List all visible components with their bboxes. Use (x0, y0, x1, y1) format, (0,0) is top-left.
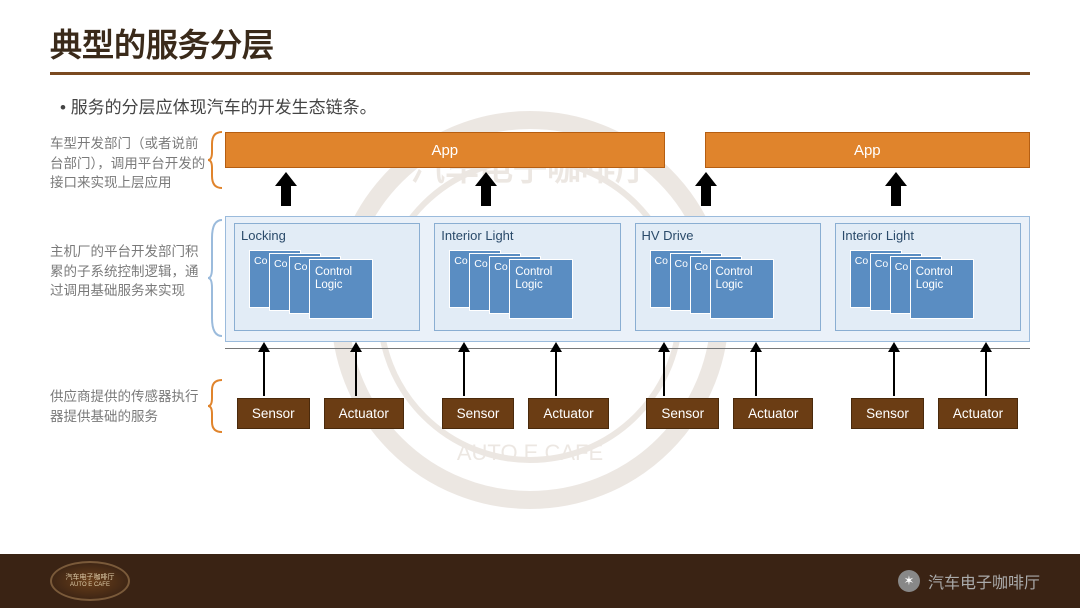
logic-stack: Co LCo LCo LControl Logic (850, 250, 990, 322)
arrow-up-thin-icon (985, 350, 987, 396)
sensor-actuator-group: Sensor Actuator (839, 398, 1030, 429)
slide-title: 典型的服务分层 (50, 20, 1030, 66)
module-title: HV Drive (636, 224, 820, 247)
app-row: App App (225, 132, 1030, 168)
arrow-up-thin-icon (263, 350, 265, 396)
sensor-box: Sensor (442, 398, 515, 429)
control-logic-front: Control Logic (910, 259, 974, 319)
module-title: Locking (235, 224, 419, 247)
label-mid: 主机厂的平台开发部门积累的子系统控制逻辑，通过调用基础服务来实现 (50, 242, 210, 301)
sensor-box: Sensor (237, 398, 310, 429)
module-2: HV Drive Co LCo LCo LControl Logic (635, 223, 821, 331)
arrow-up-icon (695, 172, 717, 206)
app-box-1: App (225, 132, 665, 168)
arrow-up-thin-icon (355, 350, 357, 396)
arrow-up-thin-icon (893, 350, 895, 396)
actuator-box: Actuator (733, 398, 813, 429)
diagram: App App Locking Co LCo LCo LControl Logic… (225, 132, 1030, 452)
arrow-up-icon (275, 172, 297, 206)
sensor-box: Sensor (646, 398, 719, 429)
module-row: LockingCo LCo LCo LControl LogicInterior… (225, 216, 1030, 342)
logic-stack: Co LCo LCo LControl Logic (650, 250, 790, 322)
row-labels: 车型开发部门（或者说前台部门），调用平台开发的接口来实现上层应用 主机厂的平台开… (50, 132, 225, 452)
logic-stack: Co LCo LCo LControl Logic (449, 250, 589, 322)
control-logic-front: Control Logic (509, 259, 573, 319)
brace-mid (208, 218, 226, 338)
title-underline (50, 72, 1030, 75)
badge-top-text: 汽车电子咖啡厅 (66, 574, 115, 582)
logic-stack: Co LCo LCo LControl Logic (249, 250, 389, 322)
watermark-text: 汽车电子咖啡厅 (928, 569, 1040, 593)
footer: 汽车电子咖啡厅 AUTO E CAFE ✶ 汽车电子咖啡厅 (0, 554, 1080, 608)
arrow-up-icon (885, 172, 907, 206)
bullet-text: 服务的分层应体现汽车的开发生态链条。 (60, 93, 1030, 118)
arrow-up-thin-icon (663, 350, 665, 396)
module-title: Interior Light (435, 224, 619, 247)
arrow-up-icon (475, 172, 497, 206)
actuator-box: Actuator (938, 398, 1018, 429)
app-box-2: App (705, 132, 1030, 168)
actuator-box: Actuator (324, 398, 404, 429)
label-bot: 供应商提供的传感器执行器提供基础的服务 (50, 387, 210, 426)
module-0: Locking Co LCo LCo LControl Logic (234, 223, 420, 331)
brace-bot (208, 378, 226, 434)
badge-bottom-text: AUTO E CAFE (66, 582, 115, 589)
horizontal-divider (225, 348, 1030, 349)
sensor-actuator-group: Sensor Actuator (430, 398, 621, 429)
module-3: Interior Light Co LCo LCo LControl Logic (835, 223, 1021, 331)
module-title: Interior Light (836, 224, 1020, 247)
control-logic-front: Control Logic (309, 259, 373, 319)
label-top: 车型开发部门（或者说前台部门），调用平台开发的接口来实现上层应用 (50, 134, 210, 193)
footer-badge: 汽车电子咖啡厅 AUTO E CAFE (50, 561, 130, 601)
wechat-icon: ✶ (898, 570, 920, 592)
arrow-up-thin-icon (755, 350, 757, 396)
arrow-up-thin-icon (463, 350, 465, 396)
module-1: Interior Light Co LCo LCo LControl Logic (434, 223, 620, 331)
control-logic-front: Control Logic (710, 259, 774, 319)
sensor-actuator-row: Sensor Actuator Sensor Actuator Sensor Actuat… (225, 398, 1030, 429)
sensor-box: Sensor (851, 398, 924, 429)
sensor-actuator-group: Sensor Actuator (225, 398, 416, 429)
arrow-up-thin-icon (555, 350, 557, 396)
actuator-box: Actuator (528, 398, 608, 429)
watermark: ✶ 汽车电子咖啡厅 (898, 569, 1040, 593)
sensor-actuator-group: Sensor Actuator (635, 398, 826, 429)
brace-top (208, 130, 226, 190)
